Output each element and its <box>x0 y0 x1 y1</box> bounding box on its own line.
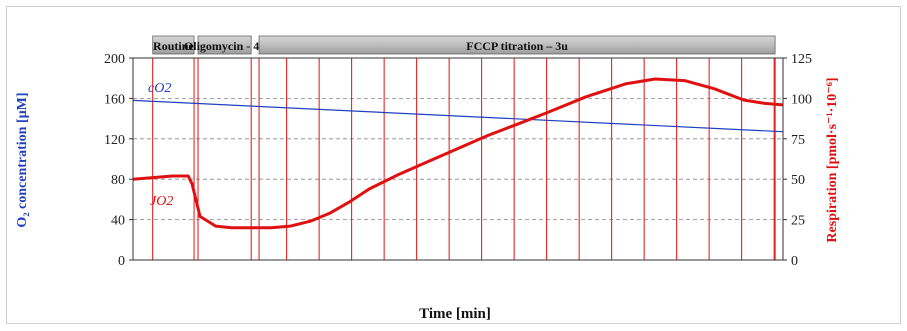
tick-label-left: 160 <box>104 92 125 107</box>
phase-label: Routine <box>153 39 194 53</box>
phase-bar <box>152 35 195 55</box>
injection-marks <box>152 58 776 260</box>
series-jo2 <box>133 77 783 230</box>
tick-label-right: 25 <box>791 214 805 229</box>
tick-label-right: 125 <box>791 52 812 67</box>
tick-label-right: 75 <box>791 133 805 148</box>
phase-label: FCCP titration – 3u <box>466 39 568 53</box>
tick-label-left: 40 <box>111 214 125 229</box>
series-label-co2: cO2 <box>148 81 171 96</box>
series-co2 <box>133 99 783 133</box>
y-axis-right-label: Respiration [pmol·s⁻¹·10⁻⁶] <box>825 77 840 242</box>
series-lines <box>133 77 783 230</box>
x-axis-label: Time [min] <box>419 306 491 322</box>
tick-labels: 0 40 80 120 160 200 0 25 50 75 100 125 <box>104 52 812 269</box>
phase-bar <box>258 35 776 55</box>
gridlines <box>133 98 783 221</box>
tick-label-right: 50 <box>791 173 805 188</box>
tick-label-left: 120 <box>104 133 125 148</box>
y-axis-left-label: O₂ concentration [µM] <box>15 92 30 227</box>
phase-bar <box>197 35 252 55</box>
tick-label-left: 0 <box>118 254 125 269</box>
series-label-jo2: JO2 <box>150 194 173 209</box>
axes <box>129 57 787 261</box>
tick-label-left: 200 <box>104 52 125 67</box>
chart-frame <box>6 6 901 324</box>
phase-label: Oligomycin - 4o <box>184 39 265 53</box>
plot-area-border <box>132 57 784 261</box>
tick-label-right: 100 <box>791 92 812 107</box>
tick-label-right: 0 <box>791 254 798 269</box>
tick-label-left: 80 <box>111 173 125 188</box>
